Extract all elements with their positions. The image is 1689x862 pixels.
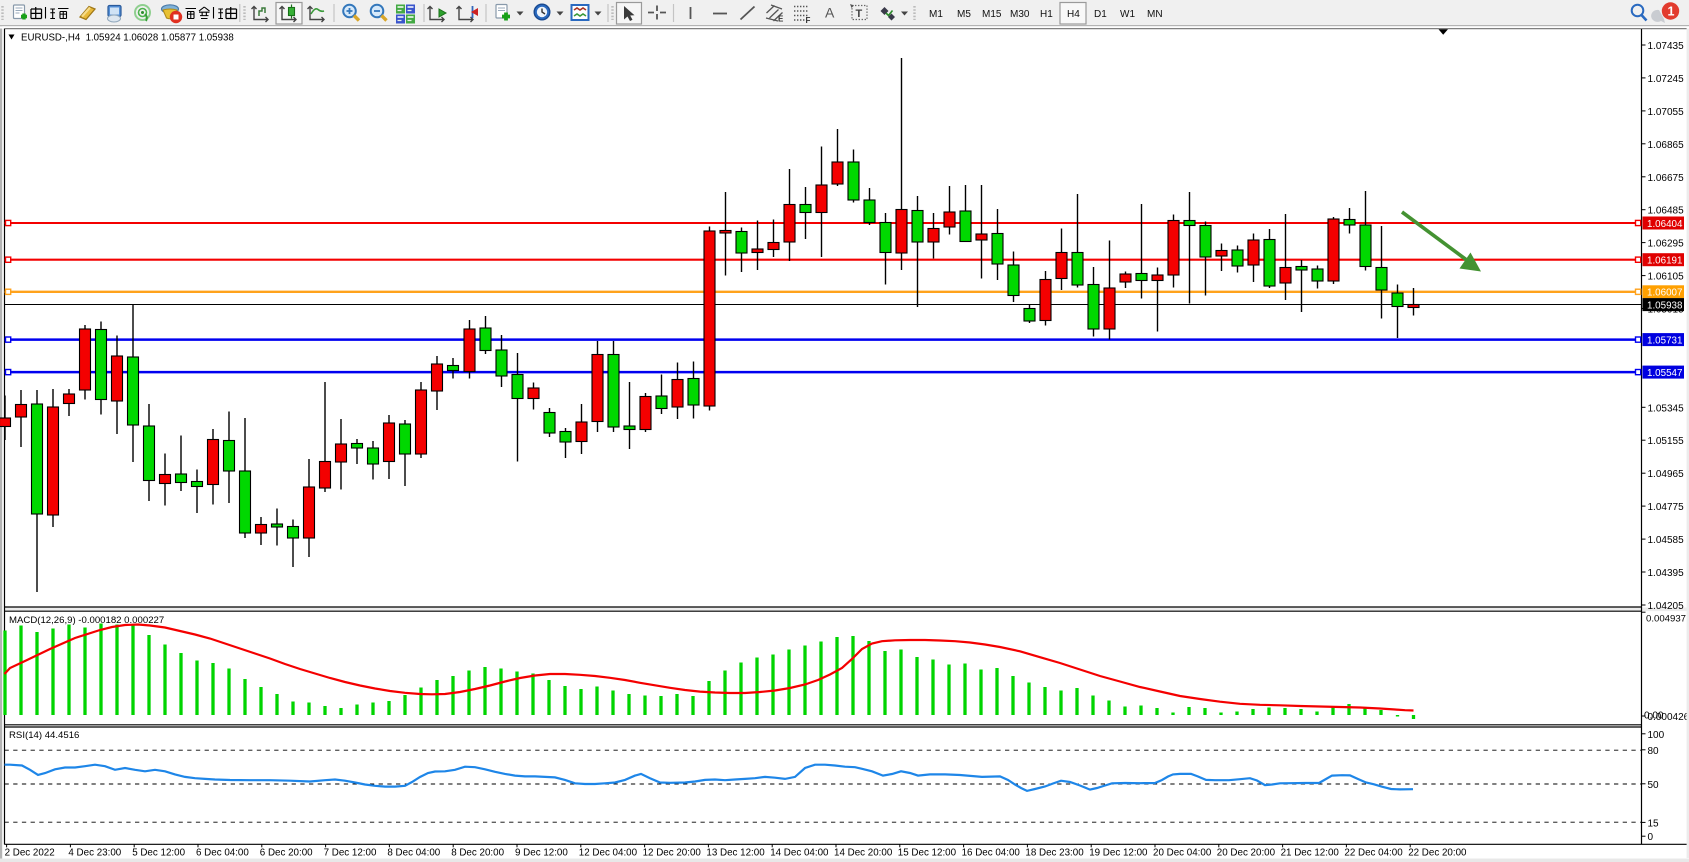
svg-text:14 Dec 04:00: 14 Dec 04:00 [770,848,829,859]
svg-text:1.06485: 1.06485 [1648,206,1685,217]
svg-text:M15: M15 [982,9,1002,20]
svg-text:80: 80 [1648,746,1660,757]
svg-text:12 Dec 04:00: 12 Dec 04:00 [579,848,638,859]
svg-text:1.06295: 1.06295 [1648,239,1685,250]
svg-text:15: 15 [1648,818,1660,829]
svg-text:1.06865: 1.06865 [1648,140,1685,151]
svg-text:EURUSD-,H4 1.05924 1.06028 1.: EURUSD-,H4 1.05924 1.06028 1.05877 1.059… [21,33,234,44]
svg-text:E: E [778,15,784,24]
svg-text:14 Dec 20:00: 14 Dec 20:00 [834,848,893,859]
svg-text:6 Dec 20:00: 6 Dec 20:00 [260,848,313,859]
svg-text:0.00: 0.00 [1644,711,1664,722]
svg-text:M30: M30 [1010,9,1030,20]
svg-text:1.06105: 1.06105 [1648,272,1685,283]
svg-text:1.06191: 1.06191 [1647,256,1682,267]
svg-text:1.07435: 1.07435 [1648,41,1685,52]
svg-text:1.04395: 1.04395 [1648,568,1685,579]
svg-text:0.004937: 0.004937 [1646,614,1686,625]
svg-text:20 Dec 04:00: 20 Dec 04:00 [1153,848,1212,859]
svg-text:RSI(14) 44.4516: RSI(14) 44.4516 [9,730,79,741]
svg-text:1.04965: 1.04965 [1648,469,1685,480]
svg-text:22 Dec 04:00: 22 Dec 04:00 [1344,848,1403,859]
svg-text:21 Dec 12:00: 21 Dec 12:00 [1281,848,1340,859]
svg-text:19 Dec 12:00: 19 Dec 12:00 [1089,848,1148,859]
svg-text:18 Dec 23:00: 18 Dec 23:00 [1025,848,1084,859]
svg-text:H1: H1 [1040,9,1053,20]
svg-text:1.06675: 1.06675 [1648,173,1685,184]
svg-text:8 Dec 04:00: 8 Dec 04:00 [387,848,440,859]
svg-text:1.06007: 1.06007 [1647,288,1682,299]
svg-text:13 Dec 12:00: 13 Dec 12:00 [706,848,765,859]
svg-text:1.07245: 1.07245 [1648,74,1685,85]
svg-text:1.05731: 1.05731 [1647,335,1682,346]
svg-text:1.06404: 1.06404 [1647,219,1683,230]
svg-text:M1: M1 [929,9,943,20]
svg-text:4 Dec 23:00: 4 Dec 23:00 [68,848,121,859]
svg-text:5 Dec 12:00: 5 Dec 12:00 [132,848,185,859]
svg-text:12 Dec 20:00: 12 Dec 20:00 [643,848,702,859]
svg-text:15 Dec 12:00: 15 Dec 12:00 [898,848,957,859]
svg-text:H4: H4 [1067,9,1080,20]
svg-text:20 Dec 20:00: 20 Dec 20:00 [1217,848,1276,859]
svg-text:6 Dec 04:00: 6 Dec 04:00 [196,848,249,859]
svg-text:1.05345: 1.05345 [1648,403,1685,414]
svg-text:1.05547: 1.05547 [1647,368,1682,379]
svg-text:D1: D1 [1094,9,1107,20]
svg-text:50: 50 [1648,780,1660,791]
svg-text:1.05938: 1.05938 [1647,300,1683,311]
svg-text:0.000426: 0.000426 [1648,712,1689,723]
svg-text:MN: MN [1147,9,1163,20]
svg-text:F: F [806,16,811,25]
svg-text:W1: W1 [1120,9,1135,20]
svg-text:9 Dec 12:00: 9 Dec 12:00 [515,848,568,859]
svg-text:A: A [825,5,835,21]
svg-text:1: 1 [1668,5,1675,19]
svg-text:2 Dec 2022: 2 Dec 2022 [5,848,55,859]
svg-text:T: T [856,8,863,20]
svg-text:0: 0 [1648,832,1654,843]
svg-text:MACD(12,26,9) -0.000182 0.0002: MACD(12,26,9) -0.000182 0.000227 [9,615,164,626]
svg-text:100: 100 [1648,730,1665,741]
svg-text:7 Dec 12:00: 7 Dec 12:00 [324,848,377,859]
svg-text:1.07055: 1.07055 [1648,107,1685,118]
svg-text:1.04205: 1.04205 [1648,601,1685,612]
svg-text:1.05155: 1.05155 [1648,436,1685,447]
svg-text:16 Dec 04:00: 16 Dec 04:00 [962,848,1021,859]
svg-text:1.04585: 1.04585 [1648,535,1685,546]
svg-text:22 Dec 20:00: 22 Dec 20:00 [1408,848,1467,859]
svg-text:1.04775: 1.04775 [1648,502,1685,513]
svg-text:M5: M5 [957,9,971,20]
svg-text:8 Dec 20:00: 8 Dec 20:00 [451,848,504,859]
